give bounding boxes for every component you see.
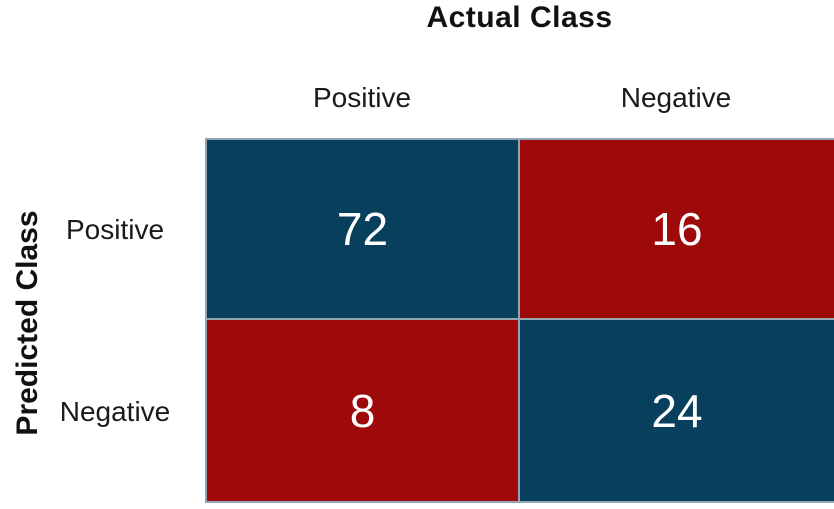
matrix-grid: 72 16 8 24 bbox=[205, 138, 834, 503]
cell-value-true-positive: 72 bbox=[336, 203, 389, 255]
cell-value-true-negative: 24 bbox=[651, 384, 703, 437]
x-axis-title: Actual Class bbox=[426, 1, 613, 34]
row-label-negative: Negative bbox=[59, 396, 171, 427]
cell-true-negative: 24 bbox=[520, 320, 834, 501]
column-header-positive: Positive bbox=[312, 82, 412, 113]
cell-false-negative: 8 bbox=[207, 320, 518, 501]
cell-value-false-negative: 8 bbox=[349, 384, 376, 437]
cell-value-false-positive: 16 bbox=[651, 203, 703, 255]
cell-false-positive: 16 bbox=[520, 140, 834, 318]
row-label-positive: Positive bbox=[65, 214, 165, 245]
column-header-negative: Negative bbox=[620, 82, 732, 113]
cell-true-positive: 72 bbox=[207, 140, 518, 318]
